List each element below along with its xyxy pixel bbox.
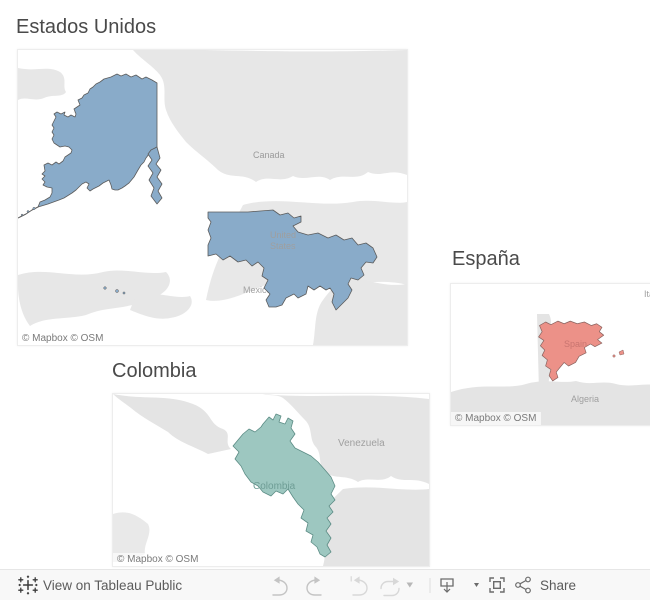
svg-text:Algeria: Algeria xyxy=(571,394,599,404)
svg-text:Colombia: Colombia xyxy=(253,481,296,492)
svg-text:Share: Share xyxy=(540,578,576,593)
svg-text:Venezuela: Venezuela xyxy=(338,438,385,449)
svg-text:Italy: Italy xyxy=(644,289,650,299)
svg-text:Canada: Canada xyxy=(253,150,285,160)
svg-text:United: United xyxy=(270,230,296,240)
svg-text:Spain: Spain xyxy=(564,339,587,349)
svg-text:View on Tableau Public: View on Tableau Public xyxy=(43,578,182,593)
svg-text:States: States xyxy=(270,241,296,251)
